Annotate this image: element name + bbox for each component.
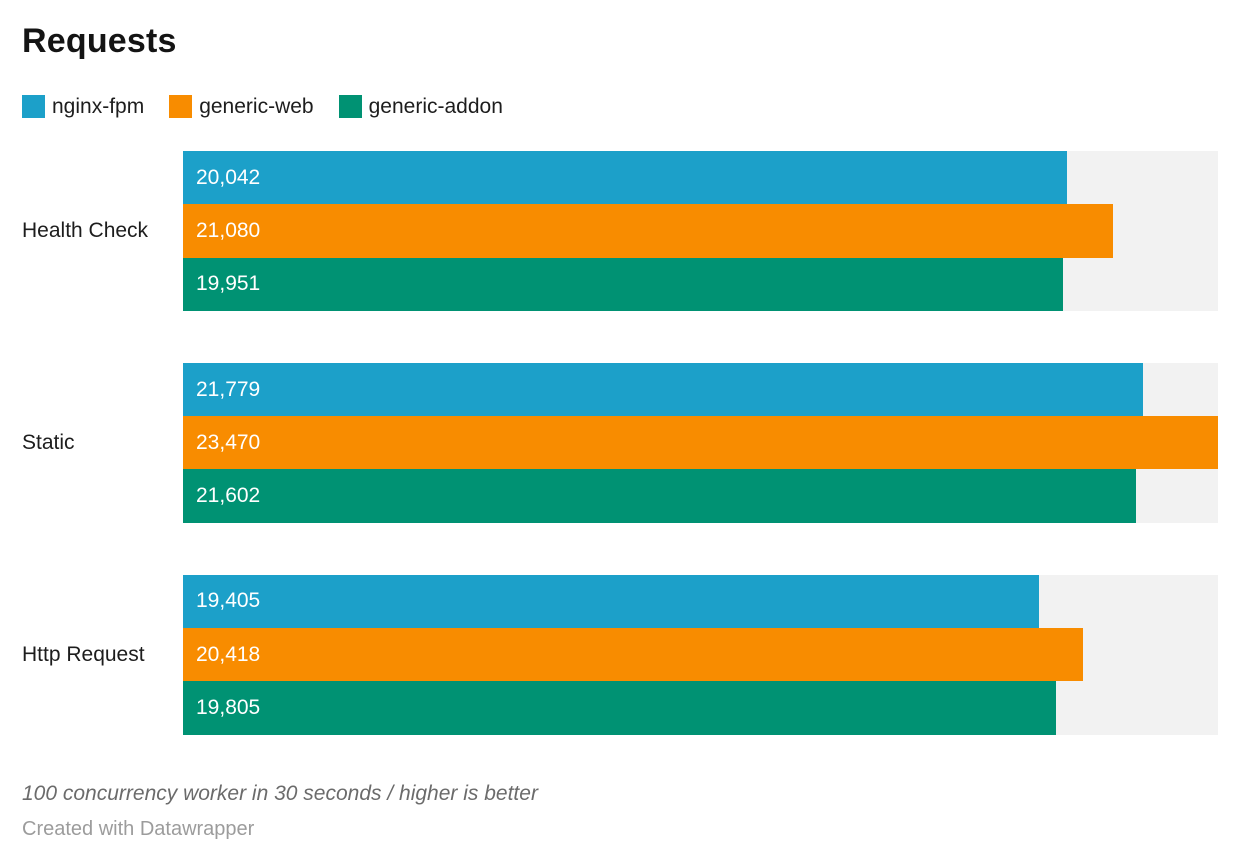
bar-group: Health Check 20,042 21,080 19,951 (22, 151, 1218, 311)
legend-label: nginx-fpm (52, 94, 145, 118)
bar-group: Static 21,779 23,470 21,602 (22, 362, 1218, 523)
bar-value-label: 21,779 (196, 377, 261, 401)
bar: 21,080 (183, 204, 1113, 258)
chart-note: 100 concurrency worker in 30 seconds / h… (22, 781, 538, 805)
bar-track: 19,405 (183, 574, 1218, 629)
category-label-column: Health Check (22, 151, 183, 311)
bars-column: 21,779 23,470 21,602 (183, 362, 1218, 523)
bar: 19,805 (183, 681, 1057, 735)
bar-value-label: 19,405 (196, 589, 261, 613)
chart-title: Requests (22, 22, 177, 60)
bar: 20,418 (183, 628, 1084, 682)
bars-column: 19,405 20,418 19,805 (183, 574, 1218, 735)
bar: 19,405 (183, 574, 1039, 629)
bar-track: 21,080 (183, 204, 1218, 258)
legend-swatch (338, 94, 362, 118)
bar-value-label: 19,805 (196, 696, 261, 720)
bar: 20,042 (183, 151, 1067, 205)
bar-group: Http Request 19,405 20,418 19,805 (22, 574, 1218, 735)
bar-value-label: 20,418 (196, 642, 261, 666)
bar-value-label: 23,470 (196, 430, 261, 454)
bar-value-label: 21,602 (196, 484, 261, 508)
bar-value-label: 21,080 (196, 218, 261, 242)
bar: 19,951 (183, 257, 1063, 311)
category-label-column: Static (22, 363, 183, 523)
legend: nginx-fpm generic-web generic-addon (22, 94, 1218, 118)
bar-value-label: 20,042 (196, 165, 261, 189)
bar-value-label: 19,951 (196, 272, 261, 296)
category-label: Static (22, 430, 75, 454)
legend-swatch (22, 94, 45, 118)
bar-track: 23,470 (183, 416, 1218, 470)
bar-track: 20,418 (183, 628, 1218, 682)
bar-track: 19,805 (183, 681, 1218, 735)
bar: 21,602 (183, 469, 1136, 523)
bar: 21,779 (183, 362, 1144, 417)
chart-body: Health Check 20,042 21,080 19,951 Static… (22, 151, 1218, 735)
bar-track: 21,602 (183, 469, 1218, 523)
legend-item: nginx-fpm (22, 94, 145, 118)
category-label: Http Request (22, 642, 145, 666)
bar-track: 19,951 (183, 257, 1218, 311)
datawrapper-attribution-link[interactable]: Created with Datawrapper (22, 817, 255, 840)
legend-label: generic-addon (368, 94, 503, 118)
legend-swatch (169, 94, 193, 118)
bar-track: 20,042 (183, 151, 1218, 205)
bar: 23,470 (183, 416, 1218, 470)
bar-track: 21,779 (183, 362, 1218, 417)
category-label-column: Http Request (22, 575, 183, 735)
legend-item: generic-web (169, 94, 314, 118)
legend-label: generic-web (199, 94, 314, 118)
bars-column: 20,042 21,080 19,951 (183, 151, 1218, 311)
category-label: Health Check (22, 218, 149, 242)
legend-item: generic-addon (338, 94, 503, 118)
